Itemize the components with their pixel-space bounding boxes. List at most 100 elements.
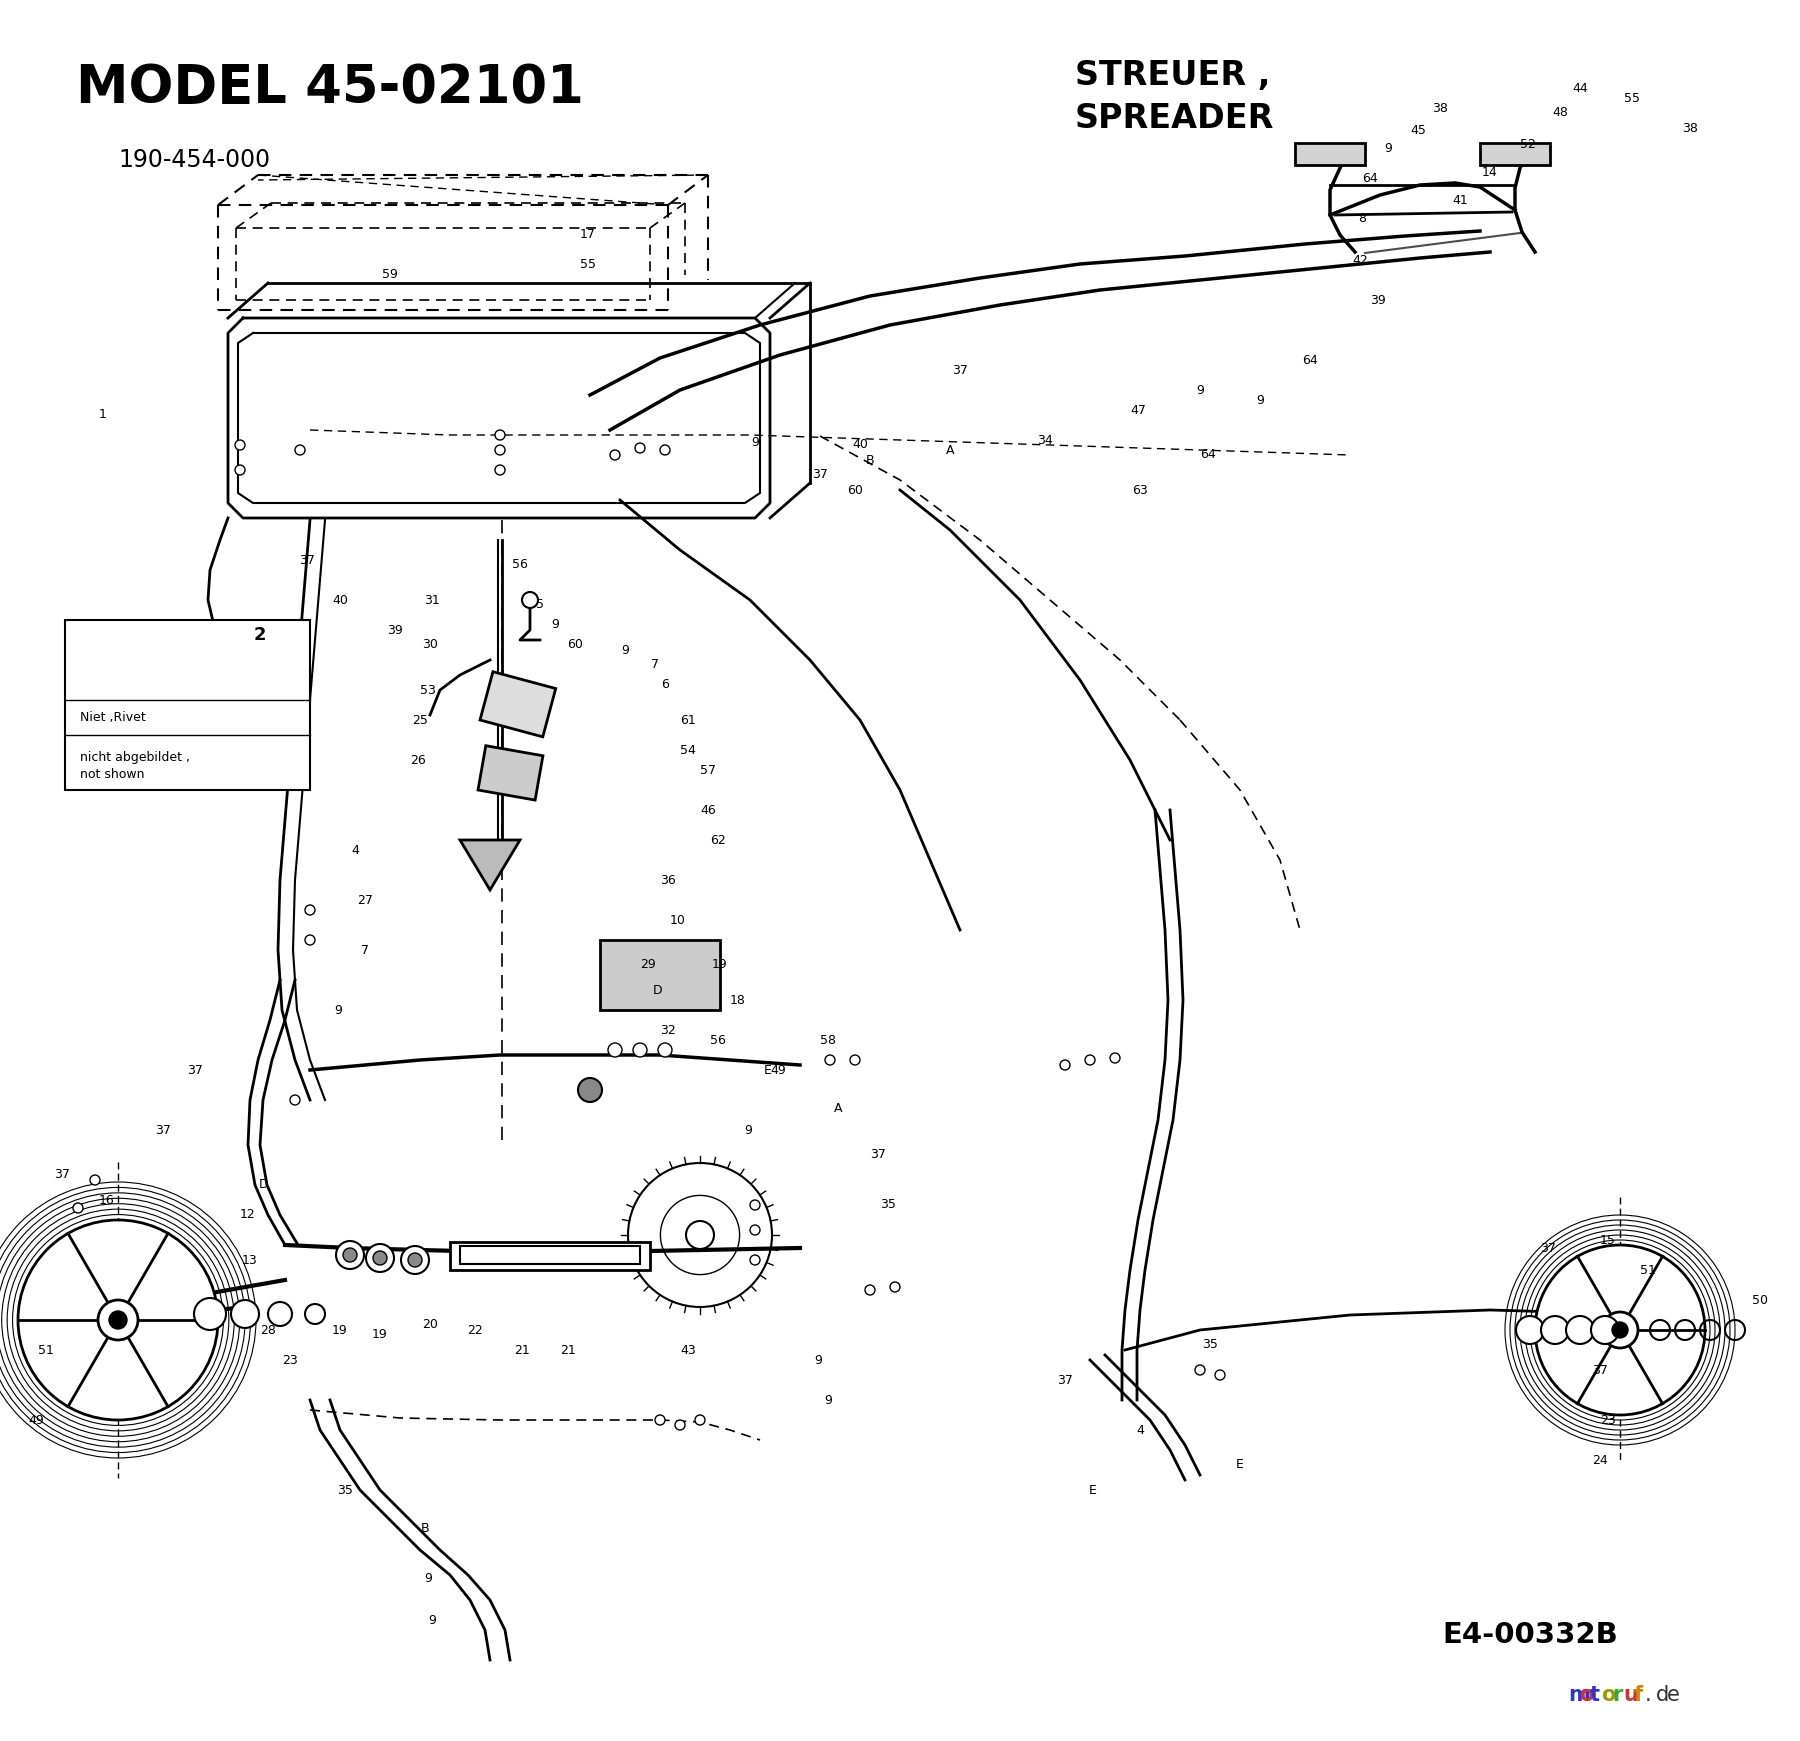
Circle shape — [635, 442, 644, 453]
Text: 21: 21 — [560, 1344, 576, 1356]
Text: 6: 6 — [661, 679, 670, 691]
Text: 51: 51 — [1640, 1264, 1656, 1276]
Text: 45: 45 — [1409, 124, 1426, 136]
Text: 14: 14 — [1481, 165, 1498, 179]
Circle shape — [1541, 1316, 1570, 1344]
Text: 40: 40 — [331, 594, 347, 606]
Text: 2: 2 — [254, 627, 266, 644]
Text: 41: 41 — [1453, 193, 1467, 207]
Text: 9: 9 — [824, 1393, 832, 1407]
Text: t: t — [1589, 1685, 1600, 1704]
Text: 29: 29 — [641, 959, 655, 971]
Circle shape — [655, 1415, 664, 1424]
Text: 9: 9 — [1195, 383, 1204, 397]
Circle shape — [304, 905, 315, 916]
Text: A: A — [833, 1102, 842, 1114]
Bar — [65, 620, 310, 790]
Text: 37: 37 — [812, 468, 828, 482]
Text: 43: 43 — [680, 1344, 697, 1356]
Text: E: E — [1237, 1459, 1244, 1471]
Text: 190-454-000: 190-454-000 — [119, 148, 270, 172]
Polygon shape — [461, 839, 520, 890]
Text: 31: 31 — [425, 594, 439, 606]
Circle shape — [1195, 1365, 1204, 1375]
Text: 8: 8 — [1357, 211, 1366, 225]
Circle shape — [751, 1226, 760, 1234]
Text: 23: 23 — [1600, 1414, 1616, 1426]
Text: STREUER ,: STREUER , — [1075, 59, 1271, 92]
Circle shape — [97, 1301, 139, 1341]
Text: u: u — [1624, 1685, 1638, 1704]
Text: 9: 9 — [551, 618, 560, 632]
Text: 5: 5 — [536, 599, 544, 611]
Text: 9: 9 — [335, 1003, 342, 1017]
Bar — [461, 1247, 641, 1264]
Text: 37: 37 — [1541, 1241, 1555, 1255]
Circle shape — [365, 1245, 394, 1273]
Text: B: B — [421, 1522, 430, 1534]
Circle shape — [634, 1043, 646, 1057]
Circle shape — [236, 440, 245, 449]
Circle shape — [495, 465, 506, 475]
Text: 10: 10 — [670, 914, 686, 926]
Text: 4: 4 — [1136, 1424, 1145, 1436]
Text: 15: 15 — [1600, 1234, 1616, 1247]
Text: 64: 64 — [1201, 449, 1215, 461]
Circle shape — [1591, 1316, 1618, 1344]
Text: 35: 35 — [880, 1198, 896, 1212]
Text: 58: 58 — [821, 1034, 835, 1046]
Circle shape — [90, 1175, 101, 1186]
Circle shape — [18, 1220, 218, 1421]
Text: 60: 60 — [567, 639, 583, 651]
Text: 16: 16 — [99, 1194, 115, 1207]
Text: 9: 9 — [743, 1123, 752, 1137]
Text: 44: 44 — [1571, 82, 1588, 94]
Text: 40: 40 — [851, 439, 868, 451]
Circle shape — [409, 1254, 421, 1267]
Text: 25: 25 — [412, 714, 428, 726]
Text: 37: 37 — [155, 1123, 171, 1137]
Circle shape — [1613, 1321, 1627, 1339]
Circle shape — [1060, 1060, 1069, 1071]
Text: 26: 26 — [410, 754, 427, 766]
Text: 17: 17 — [580, 228, 596, 242]
Circle shape — [1215, 1370, 1226, 1381]
Bar — [1480, 143, 1550, 165]
Text: 52: 52 — [1519, 139, 1535, 151]
Text: 4: 4 — [351, 843, 358, 857]
Circle shape — [659, 1043, 671, 1057]
Circle shape — [295, 446, 304, 454]
Circle shape — [695, 1415, 706, 1424]
Text: 9: 9 — [814, 1353, 823, 1367]
Circle shape — [850, 1055, 860, 1065]
Text: 24: 24 — [1593, 1454, 1607, 1466]
Text: 37: 37 — [1057, 1374, 1073, 1386]
Circle shape — [110, 1311, 128, 1328]
Text: 54: 54 — [680, 743, 697, 757]
Text: MODEL 45-02101: MODEL 45-02101 — [76, 63, 583, 113]
Text: o: o — [1579, 1685, 1593, 1704]
Circle shape — [1085, 1055, 1094, 1065]
Circle shape — [608, 1043, 623, 1057]
Text: 35: 35 — [337, 1483, 353, 1497]
Text: 37: 37 — [299, 554, 315, 566]
Text: 55: 55 — [580, 258, 596, 272]
Text: 55: 55 — [1624, 92, 1640, 104]
Text: E: E — [763, 1064, 772, 1076]
Text: 38: 38 — [1681, 122, 1697, 134]
Text: 37: 37 — [1591, 1363, 1607, 1377]
Text: 7: 7 — [362, 944, 369, 956]
Text: 28: 28 — [259, 1323, 275, 1337]
Text: 9: 9 — [1384, 141, 1391, 155]
Text: SPREADER: SPREADER — [1075, 101, 1274, 134]
Text: r: r — [1613, 1685, 1622, 1704]
Bar — [1294, 143, 1364, 165]
Circle shape — [290, 1095, 301, 1106]
Text: 61: 61 — [680, 714, 697, 726]
Circle shape — [495, 446, 506, 454]
Circle shape — [1566, 1316, 1595, 1344]
Text: 13: 13 — [243, 1254, 257, 1266]
Text: 37: 37 — [869, 1149, 886, 1161]
Circle shape — [304, 935, 315, 945]
Text: 36: 36 — [661, 874, 675, 886]
